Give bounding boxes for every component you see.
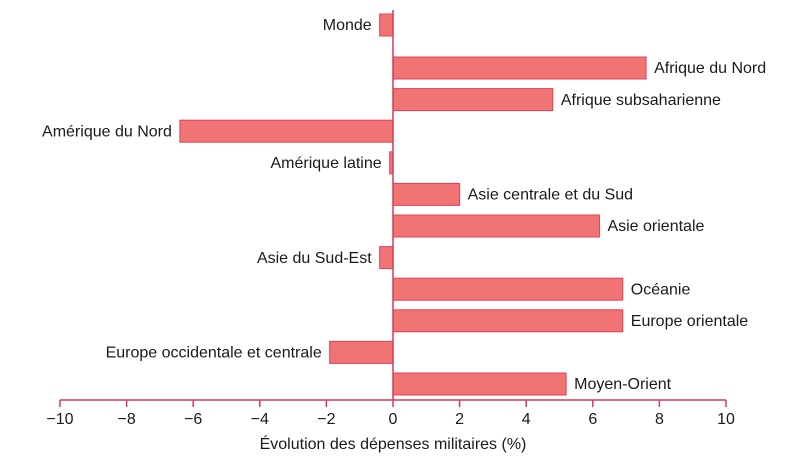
x-tick-label: 0 (389, 411, 398, 428)
bar (379, 246, 394, 270)
bar (392, 56, 647, 80)
x-tick-label: −4 (251, 411, 269, 428)
category-label: Asie du Sud-Est (257, 250, 372, 267)
category-label: Monde (323, 17, 372, 34)
x-tick-label: −10 (46, 411, 73, 428)
x-tick-label: 4 (522, 411, 531, 428)
x-tick-label: 2 (455, 411, 464, 428)
x-tick-label: 10 (717, 411, 735, 428)
category-label: Afrique subsaharienne (561, 92, 721, 109)
bar (392, 88, 554, 112)
category-label: Afrique du Nord (654, 60, 766, 77)
bar (179, 119, 394, 143)
category-label: Moyen-Orient (574, 376, 671, 393)
category-label: Europe orientale (631, 313, 749, 330)
bar (379, 13, 394, 37)
bar (392, 309, 624, 333)
x-tick-label: −6 (184, 411, 202, 428)
bar (392, 182, 461, 206)
category-label: Asie centrale et du Sud (468, 187, 633, 204)
category-label: Amérique du Nord (42, 123, 172, 140)
x-tick-label: −2 (317, 411, 335, 428)
x-tick-label: 6 (588, 411, 597, 428)
category-label: Asie orientale (607, 218, 704, 235)
category-label: Océanie (631, 281, 691, 298)
category-label: Amérique latine (270, 155, 381, 172)
category-label: Europe occidentale et centrale (106, 345, 322, 362)
x-axis-label: Évolution des dépenses militaires (%) (260, 434, 527, 453)
x-tick-label: −8 (117, 411, 135, 428)
bar (392, 214, 600, 238)
bar (392, 372, 567, 396)
bar (329, 340, 394, 364)
bar (392, 277, 624, 301)
x-tick-label: 8 (655, 411, 664, 428)
